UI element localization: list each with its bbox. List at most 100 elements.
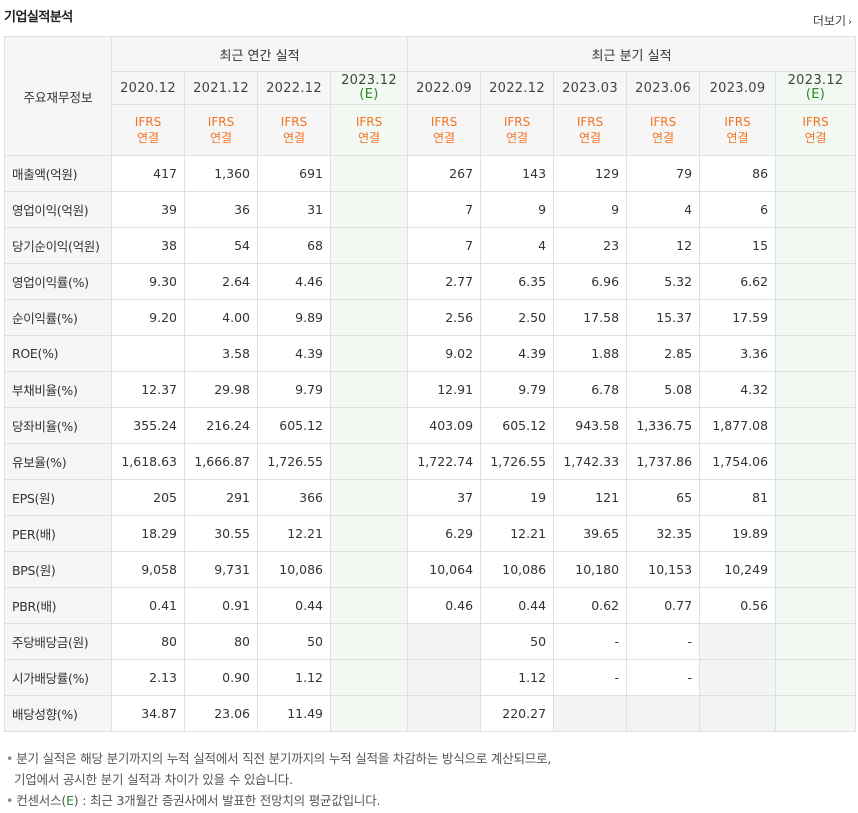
value-cell: 15.37 xyxy=(626,299,701,336)
consolidated-label: 연결 xyxy=(282,131,306,145)
period-header: 2022.09 xyxy=(407,71,482,105)
value-cell xyxy=(329,299,409,336)
value-cell: 9.79 xyxy=(257,371,331,408)
value-cell: 12.91 xyxy=(407,371,482,408)
value-cell: 216.24 xyxy=(184,407,258,444)
estimate-mark: (E) xyxy=(359,87,379,102)
table-row: PBR(배) 0.41 0.91 0.44 0.46 0.44 0.62 0.77 0.56 xyxy=(4,587,857,624)
value-cell: 12.21 xyxy=(480,515,555,552)
value-cell: 10,064 xyxy=(407,551,482,588)
value-cell xyxy=(626,695,701,732)
row-label: 당좌비율(%) xyxy=(4,407,112,444)
table-row: 순이익률(%) 9.20 4.00 9.89 2.56 2.50 17.58 15.37 17.… xyxy=(4,299,857,336)
value-cell: - xyxy=(553,623,628,660)
more-link[interactable]: 더보기 › xyxy=(813,12,852,29)
period-label: 2023.12 xyxy=(341,73,397,88)
value-cell: - xyxy=(553,659,628,696)
value-cell: 65 xyxy=(626,479,701,516)
value-cell xyxy=(775,155,857,192)
value-cell: 17.58 xyxy=(553,299,628,336)
value-cell xyxy=(407,695,482,732)
period-label: 2021.12 xyxy=(193,80,249,96)
table-row: 영업이익률(%) 9.30 2.64 4.46 2.77 6.35 6.96 5.32 6.62 xyxy=(4,263,857,300)
value-cell: 691 xyxy=(257,155,331,192)
value-cell: 11.49 xyxy=(257,695,331,732)
ifrs-header: IFRS 연결 xyxy=(111,104,185,156)
row-label: 순이익률(%) xyxy=(4,299,112,336)
ifrs-label: IFRS xyxy=(503,115,531,129)
value-cell: 291 xyxy=(184,479,258,516)
value-cell: 5.08 xyxy=(626,371,701,408)
quarter-group-header: 최근 분기 실적 xyxy=(407,36,857,72)
value-cell: 38 xyxy=(111,227,185,264)
consolidated-label: 연결 xyxy=(357,131,381,145)
value-cell: 4.39 xyxy=(257,335,331,372)
value-cell xyxy=(329,515,409,552)
value-cell: 9.79 xyxy=(480,371,555,408)
period-label: 2020.12 xyxy=(120,80,176,96)
value-cell xyxy=(775,227,857,264)
value-cell: 0.46 xyxy=(407,587,482,624)
period-header: 2023.12 (E) xyxy=(329,71,409,105)
value-cell xyxy=(407,659,482,696)
value-cell: 4.00 xyxy=(184,299,258,336)
value-cell: 6.62 xyxy=(699,263,777,300)
value-cell: 19 xyxy=(480,479,555,516)
value-cell: 6 xyxy=(699,191,777,228)
ifrs-label: IFRS xyxy=(802,115,829,129)
value-cell: 2.64 xyxy=(184,263,258,300)
value-cell xyxy=(329,479,409,516)
period-label: 2023.03 xyxy=(562,80,618,96)
value-cell: 10,086 xyxy=(480,551,555,588)
value-cell xyxy=(329,551,409,588)
ifrs-label: IFRS xyxy=(207,115,235,129)
value-cell: 50 xyxy=(257,623,331,660)
value-cell: 3.36 xyxy=(699,335,777,372)
period-label: 2022.09 xyxy=(416,80,472,96)
period-header: 2021.12 xyxy=(184,71,258,105)
ifrs-header: IFRS 연결 xyxy=(329,104,409,156)
value-cell: 9,731 xyxy=(184,551,258,588)
table-row: 부채비율(%) 12.37 29.98 9.79 12.91 9.79 6.78 5.08 4.… xyxy=(4,371,857,408)
row-label: 시가배당률(%) xyxy=(4,659,112,696)
value-cell: 1.88 xyxy=(553,335,628,372)
value-cell: 2.77 xyxy=(407,263,482,300)
value-cell: 31 xyxy=(257,191,331,228)
value-cell xyxy=(699,623,777,660)
value-cell xyxy=(775,299,857,336)
period-label: 2022.12 xyxy=(489,80,545,96)
table-row: EPS(원) 205 291 366 37 19 121 65 81 xyxy=(4,479,857,516)
ifrs-header: IFRS 연결 xyxy=(626,104,701,156)
value-cell xyxy=(329,623,409,660)
value-cell: 9.30 xyxy=(111,263,185,300)
value-cell: 366 xyxy=(257,479,331,516)
value-cell xyxy=(775,623,857,660)
ifrs-label: IFRS xyxy=(280,115,308,129)
period-label: 2023.12 xyxy=(787,73,844,88)
period-label: 2023.09 xyxy=(709,80,766,96)
value-cell: 1,726.55 xyxy=(480,443,555,480)
footnote-2-e: E xyxy=(66,793,74,808)
ifrs-header: IFRS 연결 xyxy=(699,104,777,156)
row-label: BPS(원) xyxy=(4,551,112,588)
value-cell xyxy=(329,263,409,300)
value-cell: 9.20 xyxy=(111,299,185,336)
value-cell: 205 xyxy=(111,479,185,516)
value-cell: 0.56 xyxy=(699,587,777,624)
consolidated-label: 연결 xyxy=(651,131,675,145)
row-label: EPS(원) xyxy=(4,479,112,516)
value-cell xyxy=(329,587,409,624)
period-header: 2020.12 xyxy=(111,71,185,105)
period-label: 2023.06 xyxy=(635,80,691,96)
value-cell: 15 xyxy=(699,227,777,264)
consolidated-label: 연결 xyxy=(136,131,160,145)
row-label: ROE(%) xyxy=(4,335,112,372)
value-cell: 37 xyxy=(407,479,482,516)
value-cell: 3.58 xyxy=(184,335,258,372)
value-cell: 605.12 xyxy=(257,407,331,444)
value-cell: 6.35 xyxy=(480,263,555,300)
table-row: 유보율(%) 1,618.63 1,666.87 1,726.55 1,722.74 1,… xyxy=(4,443,857,480)
value-cell xyxy=(329,371,409,408)
ifrs-label: IFRS xyxy=(724,115,751,129)
footnote-2-prefix: 컨센서스( xyxy=(16,793,67,808)
